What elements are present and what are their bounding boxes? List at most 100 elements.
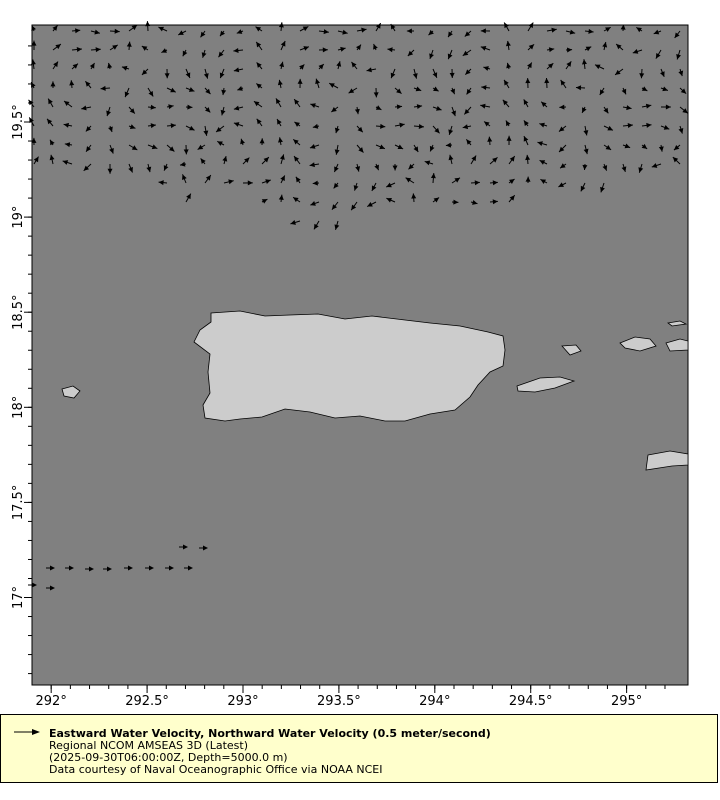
velocity-vectors xyxy=(28,21,689,591)
velocity-arrow xyxy=(179,161,187,167)
velocity-arrow xyxy=(334,220,340,230)
legend-credit: Data courtesy of Naval Oceanographic Off… xyxy=(49,763,383,776)
velocity-arrow xyxy=(408,163,415,170)
velocity-arrow xyxy=(575,85,586,91)
velocity-arrow xyxy=(355,163,361,172)
velocity-arrow xyxy=(334,144,340,155)
velocity-arrow xyxy=(615,43,624,51)
velocity-arrow xyxy=(371,182,377,192)
velocity-arrow xyxy=(147,87,154,97)
velocity-arrow xyxy=(201,49,207,58)
velocity-arrow xyxy=(466,87,472,95)
legend-dataset: Regional NCOM AMSEAS 3D (Latest) xyxy=(49,739,248,752)
velocity-arrow xyxy=(411,193,417,203)
velocity-arrow xyxy=(261,198,268,204)
velocity-arrow xyxy=(503,79,510,89)
velocity-arrow xyxy=(660,125,670,130)
velocity-arrow xyxy=(90,47,101,53)
velocity-arrow xyxy=(621,163,627,173)
velocity-arrow xyxy=(525,154,531,165)
velocity-arrow xyxy=(445,142,453,148)
velocity-arrow xyxy=(432,86,439,92)
velocity-arrow xyxy=(447,49,453,60)
velocity-arrow xyxy=(489,199,498,205)
velocity-arrow xyxy=(158,180,168,186)
velocity-arrow xyxy=(52,43,62,51)
velocity-arrow xyxy=(480,46,491,51)
velocity-arrow xyxy=(559,104,567,110)
velocity-arrow xyxy=(253,100,263,108)
velocity-arrow xyxy=(141,45,149,51)
velocity-arrow xyxy=(451,106,456,117)
velocity-arrow xyxy=(413,123,425,129)
velocity-arrow xyxy=(310,103,320,109)
velocity-arrow xyxy=(158,26,168,32)
velocity-arrow xyxy=(313,220,320,230)
velocity-arrow xyxy=(546,47,555,53)
velocity-arrow xyxy=(276,118,282,127)
velocity-arrow xyxy=(69,80,75,89)
velocity-arrow xyxy=(641,143,648,150)
velocity-arrow xyxy=(367,201,377,207)
velocity-arrow xyxy=(337,29,348,35)
velocity-arrow xyxy=(674,30,681,39)
velocity-arrow xyxy=(52,61,59,70)
velocity-arrow xyxy=(489,180,498,186)
velocity-arrow xyxy=(255,83,263,89)
velocity-arrow xyxy=(204,106,211,113)
velocity-arrow xyxy=(621,87,627,95)
velocity-arrow xyxy=(278,22,284,32)
velocity-arrow xyxy=(46,118,54,127)
lon-tick-label: 294° xyxy=(419,694,450,709)
velocity-arrow xyxy=(293,155,301,165)
velocity-arrow xyxy=(203,125,209,136)
velocity-arrow xyxy=(622,105,632,111)
velocity-arrow xyxy=(333,182,339,189)
velocity-arrow xyxy=(49,139,55,146)
velocity-arrow xyxy=(165,565,174,571)
velocity-arrow xyxy=(294,121,301,127)
velocity-arrow xyxy=(147,104,156,110)
velocity-arrow xyxy=(356,27,367,33)
velocity-arrow xyxy=(502,99,510,108)
velocity-arrow xyxy=(182,174,187,184)
velocity-arrow xyxy=(255,26,263,32)
velocity-arrow xyxy=(544,78,550,89)
lat-tick-label: 18° xyxy=(11,396,26,419)
velocity-arrow xyxy=(185,104,193,110)
velocity-arrow xyxy=(185,125,195,131)
velocity-arrow xyxy=(71,63,79,70)
legend-arrow-icon xyxy=(14,729,40,735)
legend: Eastward Water Velocity, Northward Water… xyxy=(0,714,718,783)
velocity-arrow xyxy=(508,155,516,165)
velocity-arrow xyxy=(584,46,592,52)
velocity-arrow xyxy=(147,123,156,129)
velocity-arrow xyxy=(413,144,419,153)
velocity-arrow xyxy=(462,49,472,57)
velocity-arrow xyxy=(52,25,58,32)
velocity-arrow xyxy=(47,98,54,108)
velocity-arrow xyxy=(336,61,342,70)
velocity-arrow xyxy=(204,174,212,184)
velocity-arrow xyxy=(387,47,396,53)
velocity-arrow xyxy=(386,182,396,188)
velocity-arrow xyxy=(392,163,398,171)
velocity-arrow xyxy=(505,120,511,127)
velocity-arrow xyxy=(429,144,435,152)
velocity-arrow xyxy=(678,125,684,134)
velocity-arrow xyxy=(64,142,73,148)
culebra xyxy=(561,344,582,356)
velocity-arrow xyxy=(470,155,477,165)
velocity-arrow xyxy=(350,201,358,211)
velocity-arrow xyxy=(31,137,37,146)
lat-tick-label: 19.5° xyxy=(11,104,26,139)
velocity-arrow xyxy=(348,87,358,94)
velocity-arrow xyxy=(240,138,245,146)
velocity-arrow xyxy=(508,178,515,184)
velocity-arrow xyxy=(185,193,192,203)
legend-title: Eastward Water Velocity, Northward Water… xyxy=(49,727,491,740)
velocity-arrow xyxy=(309,144,320,149)
velocity-arrow xyxy=(449,68,455,78)
velocity-arrow xyxy=(424,160,434,166)
velocity-arrow xyxy=(318,63,325,70)
